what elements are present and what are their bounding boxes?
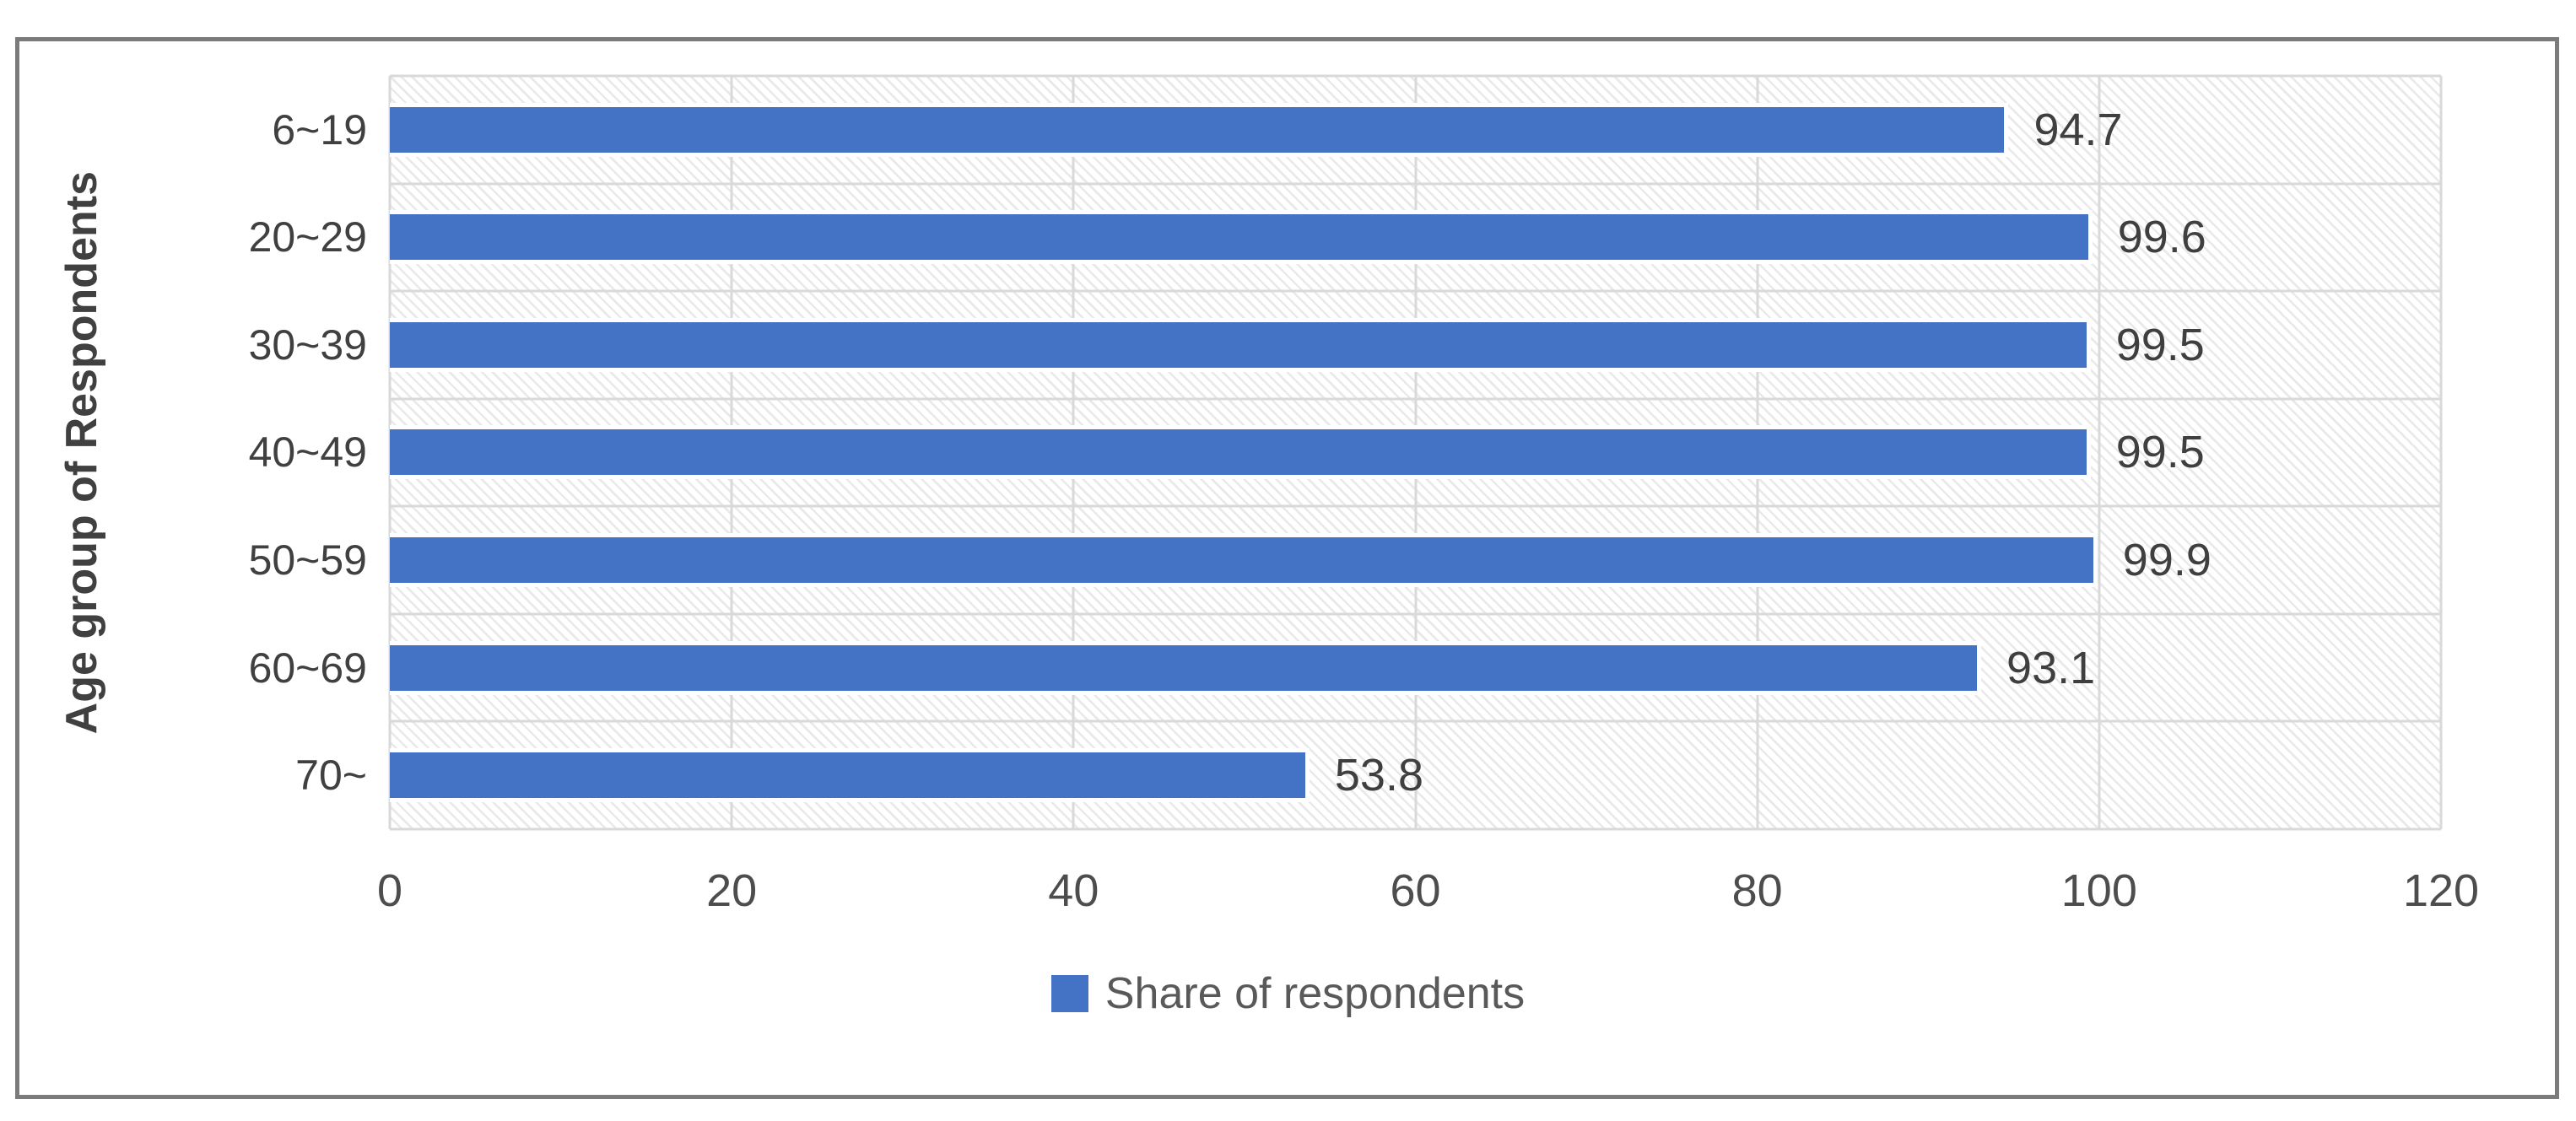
value-label: 93.1 (2006, 642, 2096, 693)
category-label: 20~29 (248, 213, 367, 261)
legend-label: Share of respondents (1104, 969, 1526, 1018)
bar (390, 533, 2098, 588)
vertical-gridline (2098, 76, 2101, 829)
x-axis-tick-label: 80 (1731, 865, 1783, 916)
category-label: 50~59 (248, 536, 367, 585)
vertical-gridline (2439, 76, 2443, 829)
category-label: 40~49 (248, 428, 367, 477)
chart-row: 50~59 99.9 (249, 506, 2441, 614)
value-label: 99.6 (2117, 212, 2206, 263)
x-axis-tick-label: 0 (376, 865, 403, 916)
x-axis-tick-label: 100 (2060, 865, 2137, 916)
x-axis-tick-label: 20 (706, 865, 758, 916)
x-axis-tick-label: 40 (1048, 865, 1099, 916)
bar (390, 317, 2091, 372)
bar (390, 102, 2009, 157)
legend: Share of respondents (0, 972, 2576, 1016)
plot-area: 0 20 40 60 80 100 120 6~19 94.7 20~29 99.6 30~39 99.… (249, 74, 2479, 914)
legend-swatch-icon (1050, 975, 1088, 1012)
value-label: 53.8 (1334, 750, 1423, 801)
value-label: 99.9 (2122, 535, 2211, 586)
chart-row: 6~19 94.7 (272, 76, 2441, 184)
horizontal-gridline (390, 827, 2441, 831)
chart-row: 60~69 93.1 (249, 614, 2441, 722)
category-label: 6~19 (272, 105, 367, 154)
chart-row: 30~39 99.5 (249, 291, 2441, 399)
bar (390, 748, 1310, 803)
value-label: 94.7 (2033, 104, 2123, 155)
x-axis-tick-label: 120 (2402, 865, 2480, 916)
chart-row: 70~ 53.8 (295, 721, 2441, 829)
chart-row: 20~29 99.6 (249, 184, 2441, 292)
value-label: 99.5 (2115, 427, 2205, 478)
bar (390, 210, 2093, 265)
category-label: 70~ (295, 752, 367, 800)
category-label: 60~69 (248, 644, 367, 692)
bar (390, 640, 1982, 695)
bar (390, 425, 2091, 480)
value-label: 99.5 (2115, 319, 2205, 370)
x-axis-tick-label: 60 (1390, 865, 1441, 916)
chart-row: 40~49 99.5 (249, 399, 2441, 507)
category-label: 30~39 (248, 321, 367, 369)
